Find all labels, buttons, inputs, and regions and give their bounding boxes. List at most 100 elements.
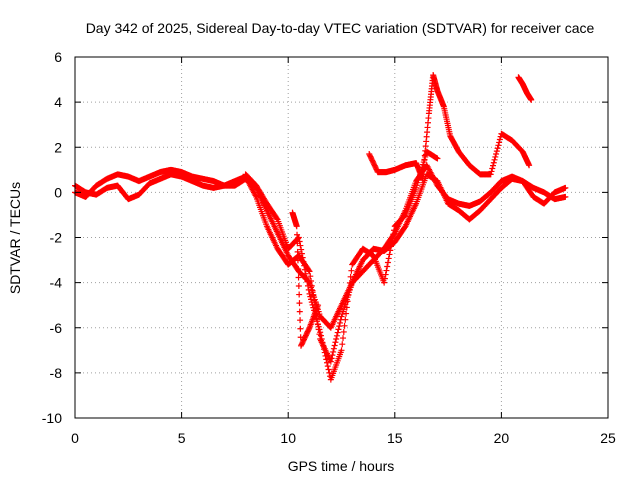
data-point <box>343 304 350 311</box>
data-point <box>343 310 350 317</box>
data-point <box>390 231 397 238</box>
data-point <box>306 290 313 297</box>
data-point <box>333 332 340 339</box>
y-tick-label: -10 <box>42 410 62 426</box>
data-point <box>334 329 341 336</box>
data-point <box>307 293 314 300</box>
data-point <box>335 326 342 333</box>
data-point <box>320 342 327 349</box>
x-tick-label: 15 <box>387 430 403 446</box>
data-point <box>381 275 388 282</box>
data-point <box>562 193 569 200</box>
data-point <box>317 329 324 336</box>
data-point <box>346 279 353 286</box>
data-point <box>562 184 569 191</box>
data-point <box>301 262 308 269</box>
series-track-3 <box>242 148 441 383</box>
data-point <box>317 332 324 339</box>
y-tick-label: -6 <box>50 320 63 336</box>
data-point <box>387 247 394 254</box>
data-point <box>308 278 315 285</box>
series-track-4 <box>366 72 533 182</box>
chart-title: Day 342 of 2025, Sidereal Day-to-day VTE… <box>86 20 595 36</box>
plot-frame <box>74 56 609 419</box>
data-point <box>314 318 321 325</box>
data-point <box>308 296 315 303</box>
data-point <box>347 273 354 280</box>
x-tick-label: 20 <box>494 430 510 446</box>
data-point <box>295 265 302 272</box>
data-point <box>387 243 394 250</box>
x-tick-label: 25 <box>600 430 616 446</box>
data-point <box>316 326 323 333</box>
data-point <box>381 279 388 286</box>
data-point <box>382 271 389 278</box>
data-point <box>308 299 315 306</box>
grid <box>75 57 608 418</box>
data-point <box>315 302 322 309</box>
data-point <box>324 363 331 370</box>
y-tick-label: -8 <box>50 365 63 381</box>
y-tick-label: 2 <box>54 139 62 155</box>
data-point <box>384 259 391 266</box>
data-point <box>490 159 497 166</box>
data-point <box>340 328 347 335</box>
data-point <box>310 292 317 299</box>
data-point <box>319 339 326 346</box>
data-point <box>332 339 339 346</box>
data-point <box>345 292 352 299</box>
data-point <box>383 267 390 274</box>
data-point <box>493 151 500 158</box>
data-point <box>305 326 312 333</box>
data-point <box>294 257 301 264</box>
data-point <box>294 248 301 255</box>
data-point <box>273 215 280 222</box>
data-point <box>328 355 335 362</box>
data-point <box>384 263 391 270</box>
data-point <box>304 278 311 285</box>
data-point <box>299 254 306 261</box>
data-point <box>295 283 302 290</box>
x-tick-label: 0 <box>71 430 79 446</box>
data-point <box>322 352 329 359</box>
data-point <box>331 342 338 349</box>
data-point <box>340 335 347 342</box>
data-point <box>297 325 304 332</box>
data-point <box>487 171 494 178</box>
data-point <box>318 336 325 343</box>
data-point <box>298 250 305 257</box>
data-point <box>493 148 500 155</box>
data-point <box>302 270 309 277</box>
data-point <box>526 162 533 169</box>
data-point <box>336 323 343 330</box>
data-point <box>338 347 345 354</box>
data-point <box>296 308 303 315</box>
data-point <box>294 240 301 247</box>
data-point <box>301 266 308 273</box>
y-tick-label: -4 <box>50 275 63 291</box>
data-point <box>528 96 535 103</box>
data-point <box>495 142 502 149</box>
data-point <box>297 242 304 249</box>
data-point <box>293 223 300 230</box>
data-point <box>297 317 304 324</box>
data-point <box>295 274 302 281</box>
data-point <box>342 316 349 323</box>
data-point <box>339 341 346 348</box>
y-axis-label: SDTVAR / TECUs <box>7 182 23 294</box>
data-point <box>304 282 311 289</box>
data-point <box>295 235 302 242</box>
y-tick-label: 0 <box>54 184 62 200</box>
data-point <box>489 165 496 172</box>
data-point <box>491 156 498 163</box>
data-point <box>348 267 355 274</box>
data-point <box>391 227 398 234</box>
data-point <box>346 286 353 293</box>
data-point <box>294 231 301 238</box>
x-tick-label: 10 <box>280 430 296 446</box>
data-point <box>488 168 495 175</box>
data-point <box>296 291 303 298</box>
data-point <box>327 358 334 365</box>
